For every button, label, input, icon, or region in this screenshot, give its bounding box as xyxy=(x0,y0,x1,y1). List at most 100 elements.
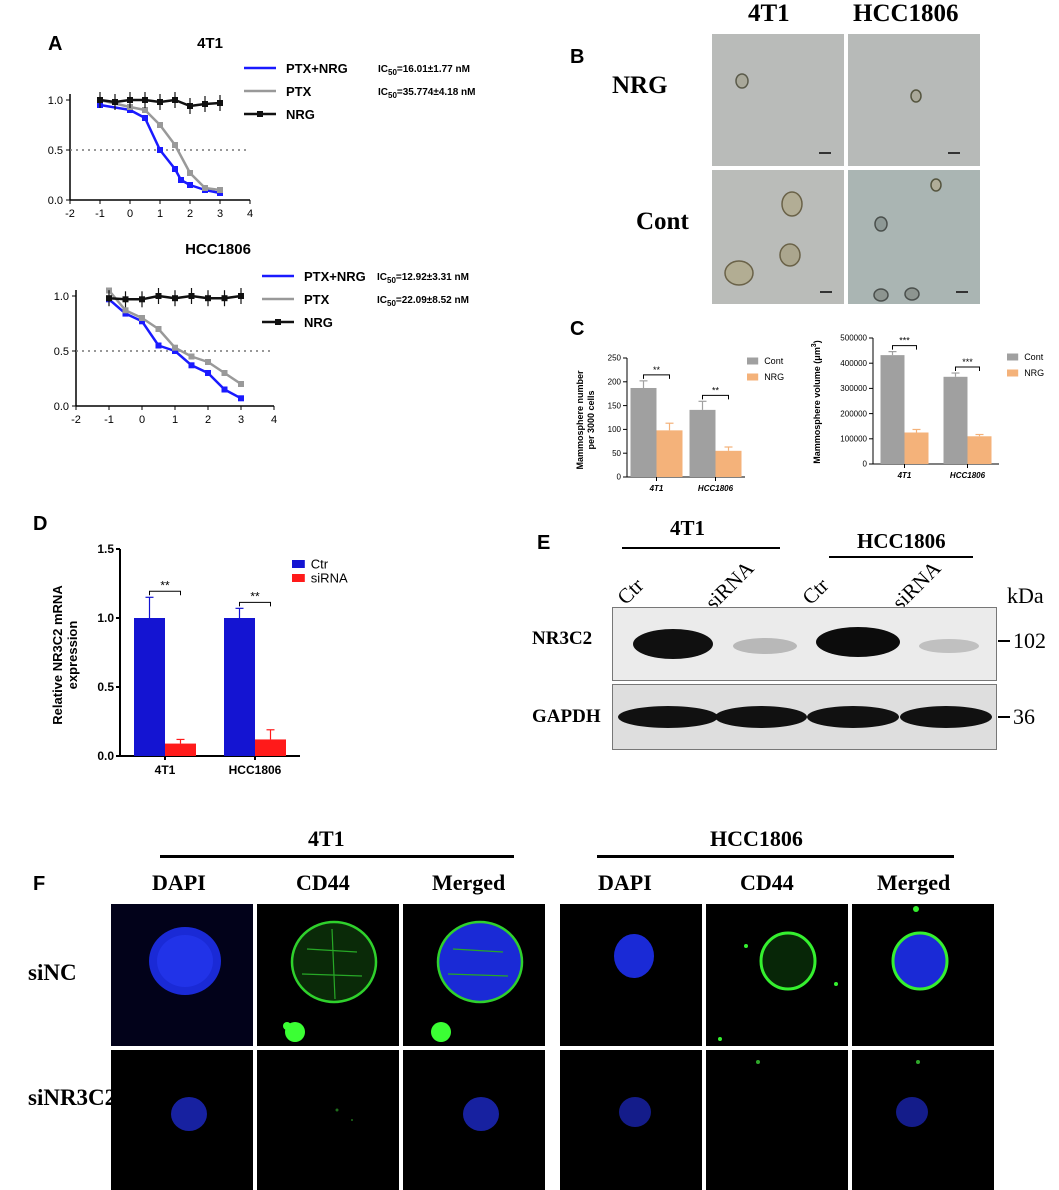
x-tick-label: 4T1 xyxy=(897,471,912,480)
data-point xyxy=(142,107,148,113)
if-col-cd44-2: CD44 xyxy=(740,870,794,895)
x-tick-label: 2 xyxy=(187,208,193,220)
mw-label-36: 36 xyxy=(1013,704,1035,729)
mw-label-102: 102 xyxy=(1013,628,1046,653)
y-tick-label: 100000 xyxy=(840,434,867,443)
x-tick-label: HCC1806 xyxy=(698,484,734,493)
if-image-4t1-sinr3c2-dapi xyxy=(111,1050,253,1190)
significance-bracket xyxy=(149,590,181,596)
data-point xyxy=(157,122,163,128)
series-line xyxy=(99,98,221,192)
y-tick-label: 50 xyxy=(612,449,621,458)
y-tick-label: 200 xyxy=(608,377,622,386)
panel-letter-c: C xyxy=(570,318,585,340)
significance-bracket xyxy=(643,374,670,379)
y-tick-label: 1.0 xyxy=(97,611,114,625)
x-tick-label: HCC1806 xyxy=(950,471,986,480)
x-tick-label: -2 xyxy=(71,414,81,426)
if-image-hcc1806-sinr3c2-merged xyxy=(852,1050,994,1190)
data-point xyxy=(178,177,184,183)
y-tick-label: 0.5 xyxy=(54,346,69,358)
panel-letter-b: B xyxy=(570,46,585,68)
bar xyxy=(689,409,716,477)
data-point xyxy=(187,182,193,188)
if-group-4t1: 4T1 xyxy=(308,826,345,851)
mw-tick-36 xyxy=(998,716,1010,718)
if-row-sinc: siNC xyxy=(28,960,77,985)
legend-swatch xyxy=(1007,353,1019,361)
data-point xyxy=(155,342,162,349)
data-point xyxy=(172,142,178,148)
significance-label: ** xyxy=(160,578,170,592)
chart-title: 4T1 xyxy=(197,35,223,52)
x-tick-label: -1 xyxy=(104,414,114,426)
x-tick-label: 1 xyxy=(172,414,178,426)
micrograph-hcc1806-nrg xyxy=(848,34,980,166)
data-point xyxy=(217,187,223,193)
if-image-4t1-sinc-merged xyxy=(403,904,545,1046)
y-tick-label: 0.0 xyxy=(54,401,69,413)
legend-label: PTX+NRG xyxy=(286,61,348,76)
y-axis-label: Relative NR3C2 mRNAexpression xyxy=(50,585,80,725)
y-axis-label: Mammosphere numberper 3000 cells xyxy=(575,370,596,470)
y-tick-label: 0.0 xyxy=(48,195,63,207)
ic50-label: IC50=22.09±8.52 nM xyxy=(377,295,469,308)
significance-label: ** xyxy=(250,589,260,603)
data-point xyxy=(187,170,193,176)
if-row-sinr3c2: siNR3C2 xyxy=(28,1085,117,1110)
lane-label-3: Ctr xyxy=(797,573,834,610)
if-image-hcc1806-sinc-cd44 xyxy=(706,904,848,1046)
legend-label: PTX xyxy=(304,292,330,307)
legend-label: NRG xyxy=(286,107,315,122)
if-col-dapi-2: DAPI xyxy=(598,870,652,895)
if-image-hcc1806-sinr3c2-cd44 xyxy=(706,1050,848,1190)
mammosphere-volume-chart: 0 100000 200000 300000 400000 500000 4T1 *** HCC… xyxy=(811,334,1044,480)
data-point xyxy=(188,353,195,360)
legend-marker xyxy=(275,319,281,325)
significance-label: *** xyxy=(899,336,910,346)
panel-letter-e: E xyxy=(537,532,551,554)
data-point xyxy=(142,115,148,121)
y-tick-label: 0 xyxy=(863,460,868,469)
dose-response-chart-4t1: 4T1 -2 -1 0 1 2 3 4 0.0 0.5 1.0 PTX+NRG IC50=16.01±1… xyxy=(48,35,476,220)
panel-b-col-4t1: 4T1 xyxy=(748,0,790,27)
legend-swatch xyxy=(292,574,305,582)
if-image-4t1-sinr3c2-merged xyxy=(403,1050,545,1190)
legend-swatch xyxy=(747,373,759,381)
y-tick-label: 250 xyxy=(608,354,622,363)
y-tick-label: 300000 xyxy=(840,384,867,393)
bar xyxy=(904,432,929,464)
x-tick-label: -1 xyxy=(95,208,105,220)
chart-title: HCC1806 xyxy=(185,241,251,258)
bar xyxy=(715,450,742,477)
significance-label: ** xyxy=(653,365,661,375)
if-col-cd44-1: CD44 xyxy=(296,870,350,895)
legend-swatch xyxy=(1007,369,1019,377)
y-tick-label: 1.0 xyxy=(54,291,69,303)
y-tick-label: 200000 xyxy=(840,409,867,418)
y-tick-label: 1.5 xyxy=(97,542,114,556)
micrograph-hcc1806-cont xyxy=(848,170,980,304)
legend-label: Ctr xyxy=(311,556,329,571)
if-group-hcc1806: HCC1806 xyxy=(710,826,803,851)
data-point xyxy=(122,310,129,317)
if-image-4t1-sinc-dapi xyxy=(111,904,253,1046)
significance-bracket xyxy=(955,366,980,372)
data-point xyxy=(139,318,145,325)
significance-label: *** xyxy=(962,357,973,367)
if-col-dapi-1: DAPI xyxy=(152,870,206,895)
blot-group-4t1: 4T1 xyxy=(670,516,706,540)
y-tick-label: 0.5 xyxy=(97,680,114,694)
bar xyxy=(656,430,683,477)
bar xyxy=(224,618,255,756)
panel-b-col-hcc1806: HCC1806 xyxy=(853,0,959,27)
bar xyxy=(255,739,286,756)
if-image-4t1-sinc-cd44 xyxy=(257,904,399,1046)
panel-letter-f: F xyxy=(33,873,46,895)
ic50-label: IC50=35.774±4.18 nM xyxy=(378,87,476,100)
if-col-merged-2: Merged xyxy=(877,870,951,895)
data-point xyxy=(221,386,228,393)
y-axis-label: Mammosphere volume (μm3) xyxy=(811,340,822,463)
legend-label: siRNA xyxy=(311,570,348,585)
legend-label: Cont xyxy=(764,356,784,366)
